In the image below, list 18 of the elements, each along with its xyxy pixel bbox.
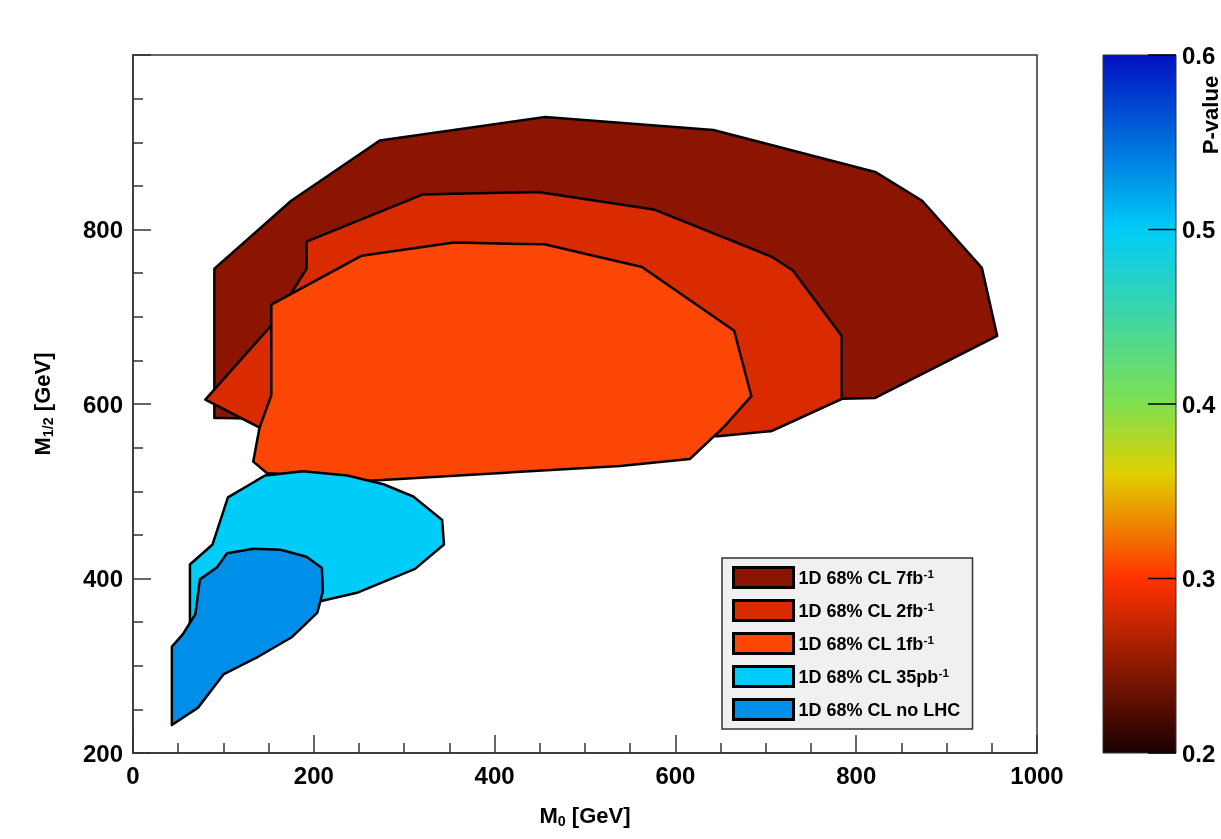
x-tick-label: 1000	[1010, 761, 1064, 789]
color-bar-label: 0.5	[1182, 216, 1216, 243]
x-tick-label: 600	[655, 761, 696, 789]
y-axis-title: M1/2 [GeV]	[30, 352, 56, 456]
legend-label: 1D 68% CL no LHC	[798, 699, 961, 720]
color-bar-label: 0.6	[1182, 41, 1216, 69]
color-bar-title: P-value	[1197, 75, 1221, 155]
y-tick-label: 600	[82, 390, 123, 418]
x-tick-label: 200	[293, 761, 334, 789]
x-tick-label: 800	[836, 761, 877, 789]
y-tick-label: 800	[82, 216, 123, 243]
color-bar-label: 0.4	[1182, 390, 1217, 418]
x-tick-label: 400	[474, 761, 515, 789]
color-bar-label: 0.3	[1182, 565, 1216, 592]
y-tick-label: 200	[82, 739, 123, 767]
x-tick-label: 0	[126, 761, 140, 789]
color-bar-label: 0.2	[1182, 739, 1216, 767]
y-tick-label: 400	[82, 565, 123, 592]
